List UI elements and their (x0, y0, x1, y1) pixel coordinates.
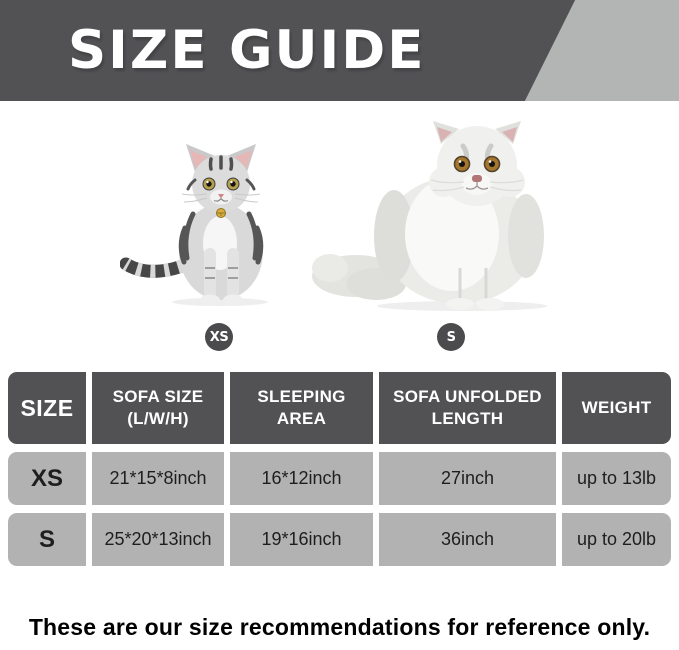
cell-xs-size: XS (8, 452, 86, 505)
column-header-sleeping-area: SLEEPING AREA (230, 372, 373, 444)
cell-xs-sofa-size: 21*15*8inch (92, 452, 224, 505)
page-title: SIZE GUIDE (68, 20, 426, 81)
cell-xs-sleeping-area: 16*12inch (230, 452, 373, 505)
cell-s-weight: up to 20lb (562, 513, 671, 566)
cell-s-sofa-size: 25*20*13inch (92, 513, 224, 566)
size-table: SIZE SOFA SIZE (L/W/H) SLEEPING AREA SOF… (8, 372, 671, 566)
banner-dark-shape (0, 0, 576, 101)
cell-s-sleeping-area: 19*16inch (230, 513, 373, 566)
cell-s-size: S (8, 513, 86, 566)
tabby-kitten-image (120, 144, 268, 306)
footer-note: These are our size recommendations for r… (28, 614, 651, 640)
column-header-unfolded-length: SOFA UNFOLDED LENGTH (379, 372, 556, 444)
column-header-sofa-size: SOFA SIZE (L/W/H) (92, 372, 224, 444)
size-badge-xs: XS (205, 323, 233, 351)
column-header-weight: WEIGHT (562, 372, 671, 444)
size-badge-s: S (437, 323, 465, 351)
cell-xs-unfolded-length: 27inch (379, 452, 556, 505)
size-guide-banner: SIZE GUIDE (0, 0, 679, 101)
cell-s-unfolded-length: 36inch (379, 513, 556, 566)
column-header-size: SIZE (8, 372, 86, 444)
persian-cat-image (312, 121, 547, 311)
cell-xs-weight: up to 13lb (562, 452, 671, 505)
